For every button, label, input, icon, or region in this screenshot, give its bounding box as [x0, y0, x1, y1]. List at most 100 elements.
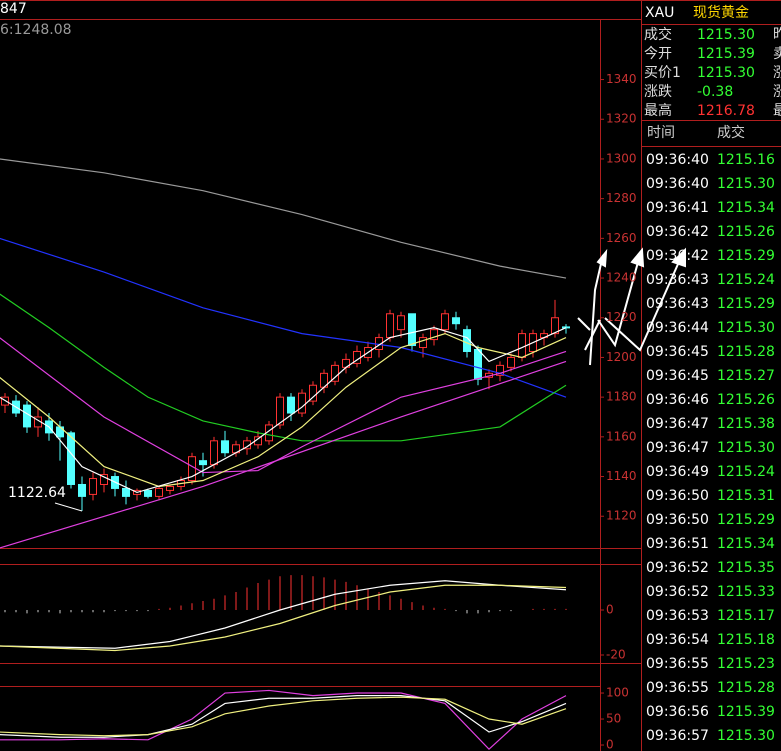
indicator-line [0, 696, 567, 737]
tick-time: 09:36:55 [646, 680, 709, 696]
candle-body [122, 487, 130, 497]
quote-side: 昨 [773, 27, 781, 43]
quote-value: 1215.30 [697, 65, 755, 81]
symbol-name: 现货黄金 [693, 4, 749, 21]
candle-body [309, 384, 317, 402]
tick-price: 1215.34 [717, 536, 775, 552]
candle-body [298, 392, 306, 414]
tick-price: 1215.38 [717, 416, 775, 432]
candle-body [89, 478, 97, 495]
indicator-line [0, 332, 567, 488]
candle-body [199, 460, 207, 466]
tick-time: 09:36:56 [646, 704, 709, 720]
tick-time: 09:36:47 [646, 416, 709, 432]
tick-time: 09:36:57 [646, 728, 709, 744]
candle-body [166, 485, 174, 491]
y-tick-label: 1320 [606, 112, 637, 126]
quote-label: 成交 [644, 26, 672, 43]
candle-body [496, 364, 504, 376]
tick-price: 1215.27 [717, 368, 775, 384]
tick-time: 09:36:44 [646, 320, 709, 336]
tick-price: 1215.26 [717, 224, 775, 240]
quote-side: 卖 [773, 46, 781, 62]
low-label: 1122.64 [8, 485, 66, 501]
candle-body [441, 313, 449, 331]
drawn-arrows [577, 247, 686, 366]
tick-price: 1215.31 [717, 488, 775, 504]
quote-label: 最高 [644, 102, 672, 119]
y-tick-label: 1160 [606, 429, 637, 443]
left-label: 847 [0, 1, 27, 17]
indicator-line [0, 158, 567, 279]
quote-side: 涨 [773, 84, 781, 100]
tick-time: 09:36:46 [646, 392, 709, 408]
tick-price: 1215.16 [717, 152, 775, 168]
candle-body [474, 349, 482, 380]
quote-value: 1215.30 [697, 27, 755, 43]
indicator-line [0, 327, 567, 494]
tick-time: 09:36:47 [646, 440, 709, 456]
y-tick-label: 1300 [606, 151, 637, 165]
low-pointer [54, 502, 83, 512]
tick-price: 1215.29 [717, 296, 775, 312]
tick-price: 1215.23 [717, 656, 775, 672]
quote-value: 1216.78 [697, 103, 755, 119]
tick-price: 1215.29 [717, 248, 775, 264]
tick-price: 1215.18 [717, 632, 775, 648]
candle-body [210, 440, 218, 466]
y-tick-label: 0 [606, 738, 614, 751]
tick-time: 09:36:43 [646, 272, 709, 288]
tick-price: 1215.30 [717, 440, 775, 456]
tick-time: 09:36:40 [646, 152, 709, 168]
indicator-line [0, 293, 567, 442]
y-tick-label: -20 [606, 648, 626, 662]
indicator-line [0, 360, 567, 549]
tick-time: 09:36:42 [646, 248, 709, 264]
y-tick-label: 1120 [606, 509, 637, 523]
candle-body [78, 483, 86, 497]
candle-body [397, 315, 405, 331]
candle-body [100, 474, 108, 485]
candle-body [287, 396, 295, 414]
y-tick-label: 50 [606, 712, 621, 726]
quote-label: 今开 [644, 46, 672, 62]
tick-time: 09:36:45 [646, 344, 709, 360]
tick-price: 1215.28 [717, 344, 775, 360]
tick-time: 09:36:52 [646, 560, 709, 576]
quote-side: 最 [773, 103, 781, 119]
y-tick-label: 1340 [606, 72, 637, 86]
tick-time: 09:36:50 [646, 512, 709, 528]
candle-body [430, 329, 438, 341]
tick-time: 09:36:50 [646, 488, 709, 504]
y-tick-label: 100 [606, 686, 629, 700]
tick-price: 1215.17 [717, 608, 775, 624]
indicator-line [0, 580, 567, 649]
tick-time: 09:36:45 [646, 368, 709, 384]
y-tick-label: 0 [606, 603, 614, 617]
tick-time: 09:36:55 [646, 656, 709, 672]
candle-body [155, 487, 163, 497]
indicator-line [0, 337, 567, 474]
candle-body [386, 313, 394, 339]
tick-time: 09:36:42 [646, 224, 709, 240]
tick-time: 09:36:51 [646, 536, 709, 552]
tick-time: 09:36:54 [646, 632, 709, 648]
tick-time: 09:36:43 [646, 296, 709, 312]
quote-side: 涨 [773, 65, 781, 81]
candle-body [331, 364, 339, 382]
quote-value: 1215.39 [697, 46, 755, 62]
candle-body [144, 489, 152, 497]
tick-time: 09:36:41 [646, 200, 709, 216]
candle-body [551, 317, 559, 335]
tick-price: 1215.35 [717, 560, 775, 576]
tick-price: 1215.33 [717, 584, 775, 600]
candle-body [221, 440, 229, 454]
candle-body [518, 333, 526, 358]
candle-body [452, 317, 460, 325]
y-tick-label: 1140 [606, 469, 637, 483]
ticks-header-time: 时间 [647, 125, 675, 141]
y-tick-label: 1280 [606, 191, 637, 205]
